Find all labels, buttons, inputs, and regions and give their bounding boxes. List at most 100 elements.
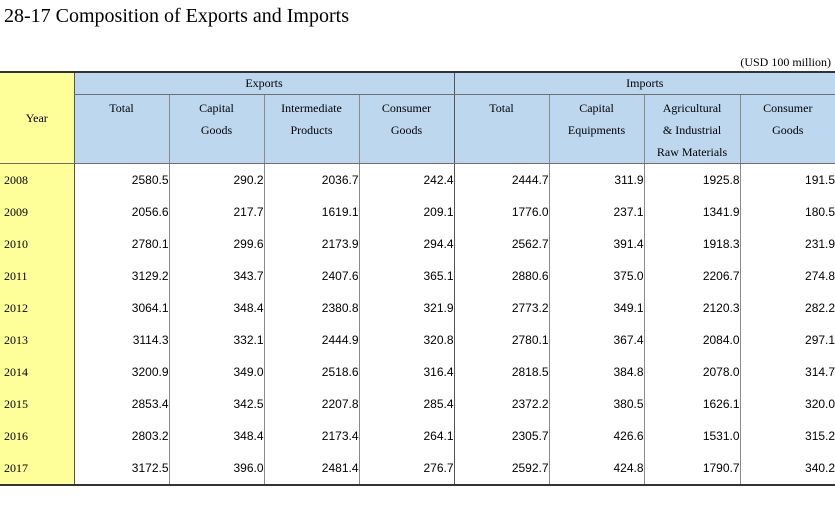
value-cell: 2207.8 xyxy=(263,388,359,420)
header-line: Total xyxy=(109,101,134,115)
exports-imports-table: Year Exports Imports Total Capital Goods… xyxy=(0,71,835,486)
value-cell: 242.4 xyxy=(358,163,455,196)
table-row: 2011 3129.2 343.7 2407.6 365.1 2880.6 375.0 220… xyxy=(0,260,835,292)
value-cell: 237.1 xyxy=(548,196,645,228)
value-cell: 3172.5 xyxy=(73,452,169,486)
value-cell: 180.5 xyxy=(739,196,835,228)
header-line: Equipments xyxy=(567,123,626,137)
year-cell: 2016 xyxy=(0,420,74,452)
value-cell: 391.4 xyxy=(548,228,645,260)
value-cell: 217.7 xyxy=(168,196,264,228)
col-header-import-consumer-goods: Consumer Goods xyxy=(739,94,835,164)
table-row: 2012 3064.1 348.4 2380.8 321.9 2773.2 349.1 212… xyxy=(0,292,835,324)
year-cell: 2012 xyxy=(0,292,74,324)
value-cell: 340.2 xyxy=(739,452,835,486)
value-cell: 2372.2 xyxy=(453,388,550,420)
table-row: 2014 3200.9 349.0 2518.6 316.4 2818.5 384.8 207… xyxy=(0,356,835,388)
value-cell: 294.4 xyxy=(358,228,455,260)
value-cell: 2481.4 xyxy=(263,452,359,486)
table-row: 2016 2803.2 348.4 2173.4 264.1 2305.7 426.6 153… xyxy=(0,420,835,452)
exports-group-header: Exports xyxy=(73,71,455,95)
year-header-label: Year xyxy=(25,110,48,125)
value-cell: 2407.6 xyxy=(263,260,359,292)
value-cell: 1619.1 xyxy=(263,196,359,228)
value-cell: 209.1 xyxy=(358,196,455,228)
value-cell: 349.1 xyxy=(548,292,645,324)
value-cell: 2780.1 xyxy=(73,228,169,260)
year-cell: 2014 xyxy=(0,356,74,388)
value-cell: 2078.0 xyxy=(643,356,741,388)
value-cell: 348.4 xyxy=(168,292,264,324)
value-cell: 231.9 xyxy=(739,228,835,260)
value-cell: 264.1 xyxy=(358,420,455,452)
value-cell: 2036.7 xyxy=(263,163,359,196)
year-cell: 2013 xyxy=(0,324,74,356)
table-row: 2008 2580.5 290.2 2036.7 242.4 2444.7 311.9 192… xyxy=(0,163,835,196)
header-line: Total xyxy=(489,101,514,115)
value-cell: 1925.8 xyxy=(643,163,741,196)
value-cell: 299.6 xyxy=(168,228,264,260)
table-row: 2015 2853.4 342.5 2207.8 285.4 2372.2 380.5 162… xyxy=(0,388,835,420)
column-header-row: Total Capital Goods Intermediate Product… xyxy=(0,94,835,164)
value-cell: 396.0 xyxy=(168,452,264,486)
value-cell: 2444.9 xyxy=(263,324,359,356)
header-line: Consumer xyxy=(381,101,432,115)
value-cell: 1918.3 xyxy=(643,228,741,260)
imports-group-header: Imports xyxy=(453,71,835,95)
value-cell: 3064.1 xyxy=(73,292,169,324)
value-cell: 2120.3 xyxy=(643,292,741,324)
header-line: & Industrial xyxy=(662,123,722,137)
value-cell: 315.2 xyxy=(739,420,835,452)
value-cell: 285.4 xyxy=(358,388,455,420)
header-line: Capital xyxy=(199,101,234,115)
value-cell: 343.7 xyxy=(168,260,264,292)
value-cell: 2803.2 xyxy=(73,420,169,452)
value-cell: 2173.4 xyxy=(263,420,359,452)
year-cell: 2009 xyxy=(0,196,74,228)
year-column-header: Year xyxy=(0,71,74,164)
year-cell: 2017 xyxy=(0,452,74,486)
value-cell: 321.9 xyxy=(358,292,455,324)
value-cell: 282.2 xyxy=(739,292,835,324)
value-cell: 2056.6 xyxy=(73,196,169,228)
value-cell: 2853.4 xyxy=(73,388,169,420)
value-cell: 3200.9 xyxy=(73,356,169,388)
col-header-import-total: Total xyxy=(453,94,550,164)
page-title: 28-17 Composition of Exports and Imports xyxy=(4,5,349,27)
value-cell: 2880.6 xyxy=(453,260,550,292)
value-cell: 2084.0 xyxy=(643,324,741,356)
col-header-import-raw-materials: Agricultural & Industrial Raw Materials xyxy=(643,94,741,164)
value-cell: 290.2 xyxy=(168,163,264,196)
header-line: Intermediate xyxy=(281,101,342,115)
value-cell: 342.5 xyxy=(168,388,264,420)
value-cell: 297.1 xyxy=(739,324,835,356)
col-header-export-capital-goods: Capital Goods xyxy=(168,94,264,164)
col-header-export-total: Total xyxy=(73,94,169,164)
value-cell: 2562.7 xyxy=(453,228,550,260)
year-cell: 2010 xyxy=(0,228,74,260)
value-cell: 332.1 xyxy=(168,324,264,356)
table-row: 2010 2780.1 299.6 2173.9 294.4 2562.7 391.4 191… xyxy=(0,228,835,260)
header-line: Consumer xyxy=(763,101,813,115)
value-cell: 2173.9 xyxy=(263,228,359,260)
col-header-import-capital-equipments: Capital Equipments xyxy=(548,94,645,164)
header-line: Raw Materials xyxy=(656,145,728,159)
header-line: Agricultural xyxy=(662,101,722,115)
header-line: Products xyxy=(290,123,333,137)
header-line: Goods xyxy=(772,123,804,137)
header-line: Goods xyxy=(390,123,423,137)
value-cell: 1776.0 xyxy=(453,196,550,228)
value-cell: 314.7 xyxy=(739,356,835,388)
col-header-export-intermediate-products: Intermediate Products xyxy=(263,94,359,164)
value-cell: 320.0 xyxy=(739,388,835,420)
value-cell: 365.1 xyxy=(358,260,455,292)
value-cell: 2780.1 xyxy=(453,324,550,356)
value-cell: 316.4 xyxy=(358,356,455,388)
value-cell: 274.8 xyxy=(739,260,835,292)
value-cell: 380.5 xyxy=(548,388,645,420)
value-cell: 2773.2 xyxy=(453,292,550,324)
value-cell: 2305.7 xyxy=(453,420,550,452)
value-cell: 424.8 xyxy=(548,452,645,486)
value-cell: 2206.7 xyxy=(643,260,741,292)
value-cell: 375.0 xyxy=(548,260,645,292)
